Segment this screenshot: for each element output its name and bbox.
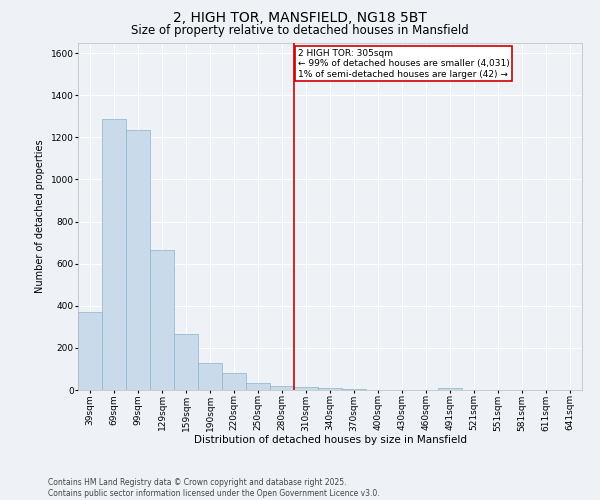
Bar	[174, 334, 198, 390]
Bar	[78, 312, 102, 390]
Text: Contains HM Land Registry data © Crown copyright and database right 2025.
Contai: Contains HM Land Registry data © Crown c…	[48, 478, 380, 498]
Bar	[102, 120, 126, 390]
Text: 2 HIGH TOR: 305sqm
← 99% of detached houses are smaller (4,031)
1% of semi-detac: 2 HIGH TOR: 305sqm ← 99% of detached hou…	[298, 49, 509, 78]
Bar	[198, 362, 222, 390]
Bar	[318, 388, 342, 390]
Bar	[270, 386, 294, 390]
Bar	[294, 388, 318, 390]
Y-axis label: Number of detached properties: Number of detached properties	[35, 140, 45, 293]
Bar	[222, 373, 246, 390]
Bar	[246, 382, 270, 390]
Text: 2, HIGH TOR, MANSFIELD, NG18 5BT: 2, HIGH TOR, MANSFIELD, NG18 5BT	[173, 11, 427, 25]
Bar	[438, 388, 462, 390]
Bar	[126, 130, 150, 390]
Text: Size of property relative to detached houses in Mansfield: Size of property relative to detached ho…	[131, 24, 469, 37]
Bar	[150, 250, 174, 390]
Bar	[342, 389, 366, 390]
X-axis label: Distribution of detached houses by size in Mansfield: Distribution of detached houses by size …	[193, 434, 467, 444]
